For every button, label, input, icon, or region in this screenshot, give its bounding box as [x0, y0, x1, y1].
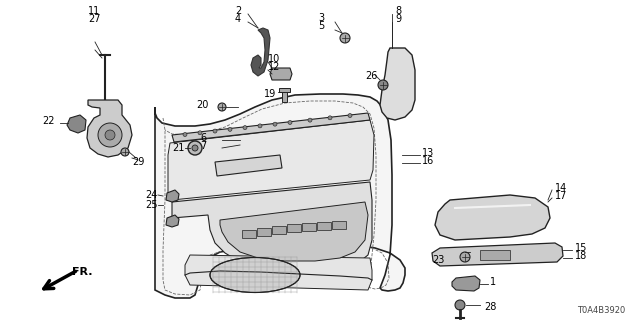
- Circle shape: [460, 252, 470, 262]
- Text: 29: 29: [132, 157, 145, 167]
- Circle shape: [213, 129, 217, 133]
- Text: 23: 23: [432, 255, 444, 265]
- Text: 20: 20: [196, 100, 209, 110]
- Circle shape: [228, 127, 232, 131]
- Text: 4: 4: [235, 14, 241, 24]
- Text: 3: 3: [318, 13, 324, 23]
- Circle shape: [121, 148, 129, 156]
- Polygon shape: [435, 195, 550, 240]
- Text: 17: 17: [555, 191, 568, 201]
- Text: 28: 28: [484, 302, 497, 312]
- Text: 16: 16: [422, 156, 435, 166]
- Polygon shape: [67, 115, 86, 133]
- Bar: [242, 230, 256, 238]
- Circle shape: [192, 145, 198, 151]
- Bar: [257, 228, 271, 236]
- Bar: [332, 221, 346, 229]
- Text: 19: 19: [264, 89, 276, 99]
- Polygon shape: [87, 100, 132, 157]
- Text: 12: 12: [268, 62, 280, 72]
- Text: 27: 27: [88, 14, 100, 24]
- Bar: [279, 88, 290, 92]
- Circle shape: [188, 141, 202, 155]
- Text: 25: 25: [145, 200, 157, 210]
- Text: 2: 2: [235, 6, 241, 16]
- Circle shape: [98, 123, 122, 147]
- Text: 14: 14: [555, 183, 567, 193]
- Polygon shape: [166, 190, 179, 202]
- Bar: [282, 88, 287, 102]
- Circle shape: [288, 120, 292, 124]
- Text: 24: 24: [145, 190, 157, 200]
- Circle shape: [105, 130, 115, 140]
- Circle shape: [198, 131, 202, 135]
- Polygon shape: [215, 155, 282, 176]
- Circle shape: [183, 132, 187, 137]
- Text: 13: 13: [422, 148, 435, 158]
- Text: FR.: FR.: [72, 267, 93, 277]
- Circle shape: [218, 103, 226, 111]
- Text: 8: 8: [395, 6, 401, 16]
- Polygon shape: [172, 113, 370, 142]
- Polygon shape: [251, 28, 270, 76]
- Text: 9: 9: [395, 14, 401, 24]
- Polygon shape: [452, 276, 480, 291]
- Text: 21: 21: [172, 143, 184, 153]
- Text: 15: 15: [575, 243, 588, 253]
- Polygon shape: [155, 94, 405, 298]
- Ellipse shape: [210, 258, 300, 292]
- Text: 7: 7: [200, 141, 206, 151]
- Bar: [317, 222, 331, 230]
- Text: 5: 5: [318, 21, 324, 31]
- Text: 22: 22: [42, 116, 54, 126]
- Bar: [287, 224, 301, 232]
- Text: 26: 26: [365, 71, 378, 81]
- Circle shape: [340, 33, 350, 43]
- Polygon shape: [380, 48, 415, 120]
- Circle shape: [348, 114, 352, 117]
- Bar: [302, 223, 316, 231]
- Polygon shape: [166, 215, 179, 227]
- Text: 18: 18: [575, 251, 588, 261]
- Circle shape: [455, 300, 465, 310]
- Polygon shape: [220, 202, 368, 261]
- Polygon shape: [185, 255, 372, 290]
- Circle shape: [273, 122, 277, 126]
- Polygon shape: [172, 182, 372, 270]
- Bar: [480, 250, 510, 260]
- Text: 11: 11: [88, 6, 100, 16]
- Circle shape: [243, 126, 247, 130]
- Circle shape: [328, 116, 332, 120]
- Polygon shape: [168, 120, 374, 200]
- Circle shape: [258, 124, 262, 128]
- Circle shape: [308, 118, 312, 122]
- Text: 1: 1: [490, 277, 496, 287]
- Text: T0A4B3920: T0A4B3920: [577, 306, 625, 315]
- Polygon shape: [432, 243, 563, 266]
- Circle shape: [378, 80, 388, 90]
- Text: 6: 6: [200, 133, 206, 143]
- Text: 10: 10: [268, 54, 280, 64]
- Bar: [272, 226, 286, 234]
- Polygon shape: [270, 68, 292, 80]
